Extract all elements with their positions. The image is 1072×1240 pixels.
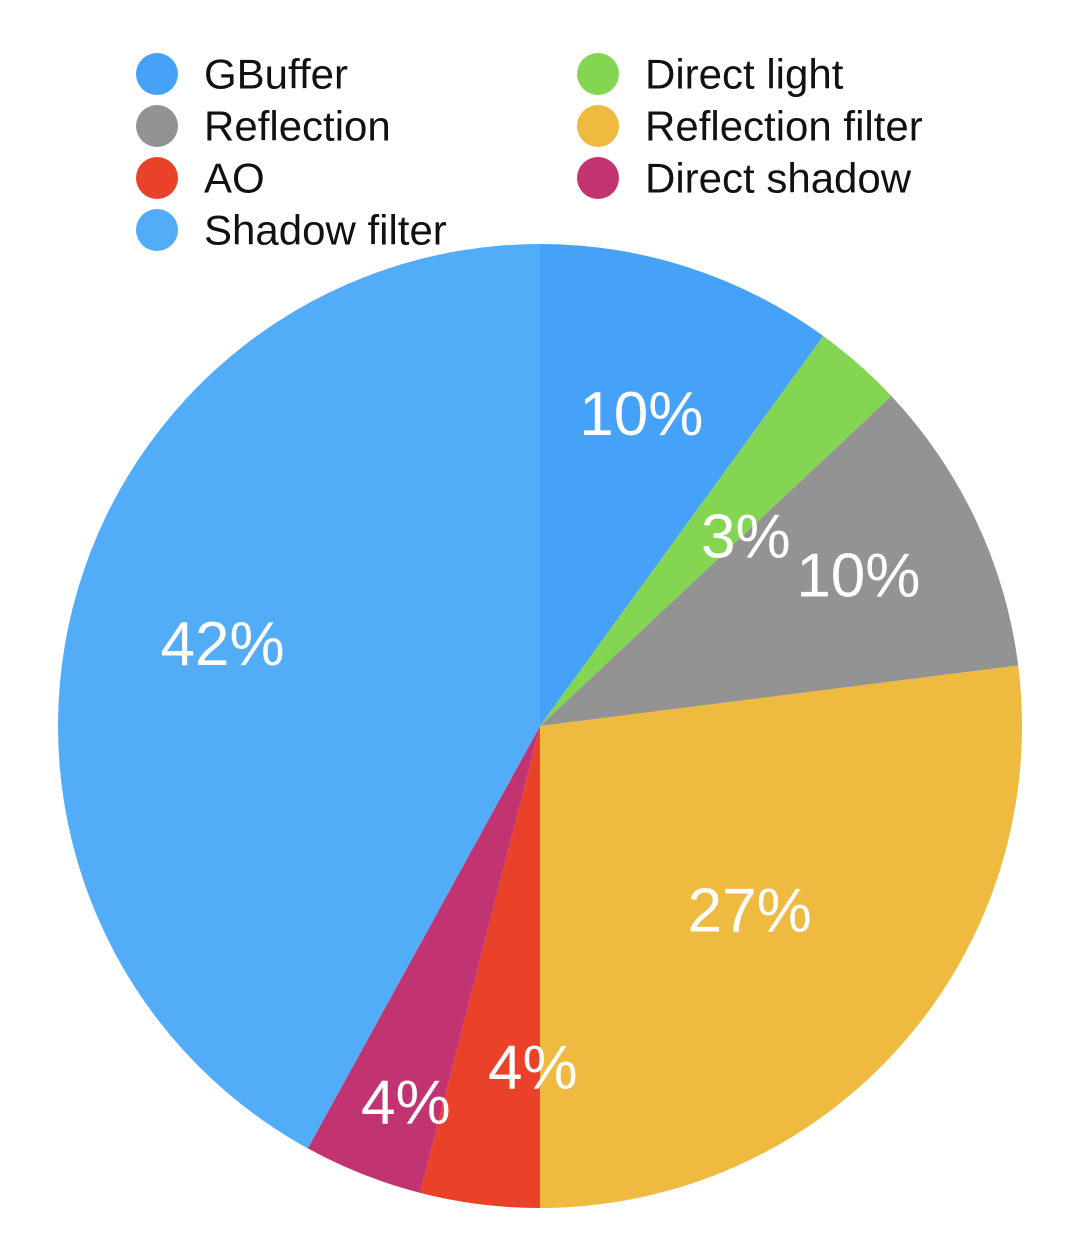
legend-label-ao: AO — [204, 155, 265, 202]
legend-label-shadow-filter: Shadow filter — [204, 207, 447, 254]
legend-swatch-direct-light — [577, 53, 619, 95]
legend-swatch-direct-shadow — [577, 157, 619, 199]
legend-item-direct-light: Direct light — [577, 51, 844, 98]
legend-label-reflection-filter: Reflection filter — [645, 103, 923, 150]
pie-slice-labels: 10%3%10%27%4%4%42% — [160, 380, 920, 1138]
legend-item-shadow-filter: Shadow filter — [136, 207, 447, 254]
slice-label-reflection: 10% — [796, 542, 920, 611]
legend-label-gbuffer: GBuffer — [204, 51, 348, 98]
slice-label-gbuffer: 10% — [579, 380, 703, 449]
legend-swatch-reflection-filter — [577, 105, 619, 147]
pie-slice-shadow-filter — [58, 244, 540, 1149]
legend-swatch-ao — [136, 157, 178, 199]
pie-slice-reflection — [540, 396, 1019, 726]
slice-label-ao: 4% — [488, 1034, 578, 1103]
pie-slice-direct-shadow — [307, 726, 540, 1193]
pie-slice-ao — [420, 726, 540, 1208]
pie-slice-reflection-filter — [540, 665, 1022, 1208]
legend-item-reflection-filter: Reflection filter — [577, 103, 923, 150]
slice-label-reflection-filter: 27% — [688, 876, 812, 945]
legend-label-direct-shadow: Direct shadow — [645, 155, 912, 202]
pie-slice-direct-light — [540, 336, 892, 726]
legend-item-ao: AO — [136, 155, 265, 202]
pie-slices — [58, 244, 1022, 1208]
slice-label-direct-shadow: 4% — [361, 1068, 451, 1137]
legend: GBuffer Reflection AO Shadow filter Direct l… — [136, 51, 923, 254]
legend-label-direct-light: Direct light — [645, 51, 844, 98]
legend-label-reflection: Reflection — [204, 103, 391, 150]
pie-slice-gbuffer — [540, 244, 824, 726]
slice-label-shadow-filter: 42% — [160, 610, 284, 679]
legend-item-gbuffer: GBuffer — [136, 51, 348, 98]
legend-item-direct-shadow: Direct shadow — [577, 155, 912, 202]
slice-label-direct-light: 3% — [701, 502, 791, 571]
legend-item-reflection: Reflection — [136, 103, 391, 150]
legend-swatch-reflection — [136, 105, 178, 147]
legend-swatch-shadow-filter — [136, 209, 178, 251]
legend-swatch-gbuffer — [136, 53, 178, 95]
